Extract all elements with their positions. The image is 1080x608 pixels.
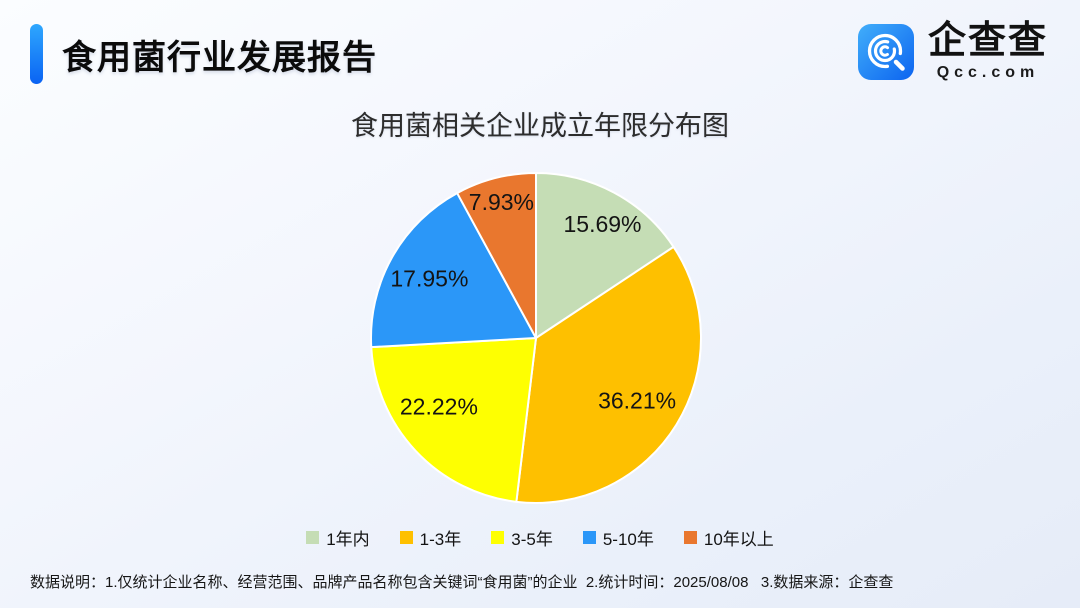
- legend-item-3: 5-10年: [582, 525, 654, 550]
- pie-slice-label: 22.22%: [400, 393, 478, 419]
- legend: 1年内 1-3年 3-5年 5-10年 10年以上: [0, 525, 1080, 550]
- title-accent-bar: [30, 24, 43, 84]
- legend-label: 3-5年: [511, 530, 553, 549]
- qcc-logo: 企查查 Qcc.com: [857, 22, 1048, 81]
- pie-slice-label: 36.21%: [598, 387, 676, 413]
- pie-slice-label: 17.95%: [390, 266, 468, 292]
- legend-swatch: [582, 531, 596, 544]
- pie-slice-0: [535, 172, 675, 339]
- pie-slice-label: 15.69%: [563, 211, 641, 237]
- pie-slice-4: [456, 172, 537, 339]
- qcc-logo-icon: [857, 23, 914, 80]
- legend-label: 10年以上: [703, 530, 774, 549]
- pie-slice-1: [515, 245, 702, 505]
- header: 食用菌行业发展报告 企查查 Qcc.com: [30, 22, 1048, 84]
- qcc-logo-domain: Qcc.com: [936, 64, 1040, 81]
- footer-note: 数据说明：1.仅统计企业名称、经营范围、品牌产品名称包含关键词“食用菌”的企业 …: [30, 574, 894, 591]
- qcc-logo-text-block: 企查查 Qcc.com: [928, 22, 1048, 81]
- chart-title: 食用菌相关企业成立年限分布图: [351, 111, 729, 141]
- pie-chart: 15.69% 36.21% 22.22% 17.95% 7.93%: [370, 172, 702, 505]
- legend-swatch: [491, 531, 505, 544]
- qcc-logo-name: 企查查: [927, 20, 1048, 62]
- legend-item-4: 10年以上: [683, 525, 774, 550]
- legend-label: 1年内: [326, 530, 370, 549]
- legend-swatch: [399, 531, 413, 544]
- legend-item-0: 1年内: [306, 525, 370, 550]
- legend-swatch: [683, 531, 697, 544]
- report-title-block: 食用菌行业发展报告: [30, 24, 377, 84]
- pie-slice-label: 7.93%: [469, 189, 534, 215]
- legend-label: 5-10年: [602, 530, 654, 549]
- page-title: 食用菌行业发展报告: [62, 38, 377, 77]
- legend-label: 1-3年: [419, 530, 462, 549]
- legend-swatch: [306, 531, 320, 544]
- legend-item-1: 1-3年: [399, 525, 462, 550]
- legend-item-2: 3-5年: [491, 525, 553, 550]
- pie-slice-3: [370, 192, 537, 349]
- pie-slice-2: [370, 337, 537, 503]
